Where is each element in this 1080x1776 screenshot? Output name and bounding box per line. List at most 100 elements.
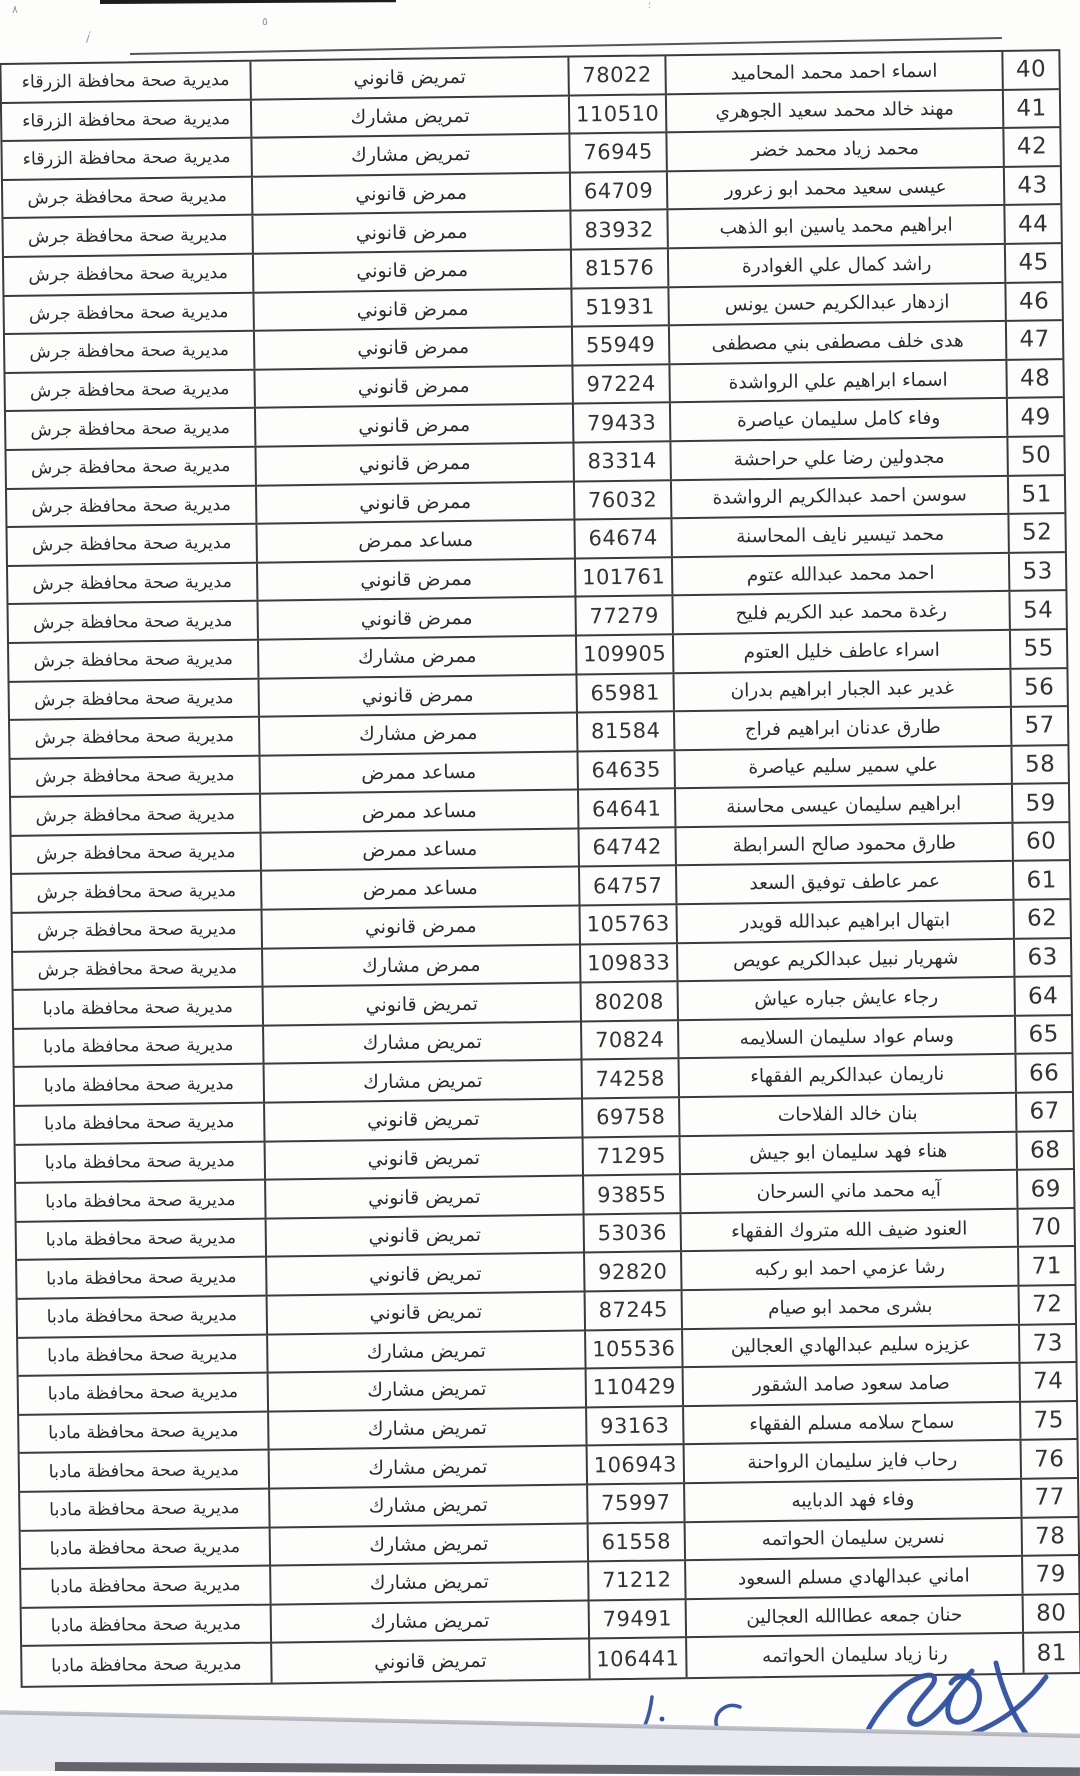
job-title-cell: ممرض قانوني [254,482,574,523]
employee-name-cell: هدى خلف مصطفى بني مصطفى [667,322,1006,364]
directorate-cell: مديرية صحة محافظة مادبا [47,1382,239,1405]
employee-name-cell: عزيزه سليم عبدالهادي العجالين [681,1325,1019,1367]
row-number-cell: 77 [1020,1478,1078,1517]
directorate-cell: مديرية صحة محافظة جرش [37,957,238,981]
employee-id-cell: 97224 [571,365,669,403]
employee-id-cell: 53036 [582,1214,681,1252]
row-number-cell: 52 [1007,514,1065,552]
row-number-cell: 76 [1019,1440,1078,1478]
directorate-cell: مديرية صحة محافظة جرش [31,494,232,518]
employee-id-cell: 64709 [568,172,667,210]
row-number-cell: 79 [1021,1556,1079,1594]
employee-id-cell: 75997 [586,1484,684,1523]
job-title-cell: تمريض قانوني [264,1215,584,1257]
row-number-cell: 55 [1008,630,1067,668]
row-number-cell: 60 [1011,822,1069,861]
directorate-cell: مديرية صحة محافظة مادبا [42,996,234,1020]
row-number-cell: 72 [1017,1286,1075,1324]
employee-name-cell: رشا عزمي احمد ابو ركبه [680,1248,1018,1290]
directorate-cell: مديرية صحة محافظة مادبا [47,1343,238,1367]
row-number-cell: 73 [1018,1324,1076,1362]
row-number-cell: 49 [1005,398,1064,436]
row-number-cell: 53 [1007,552,1066,591]
employee-id-cell: 110429 [584,1368,683,1407]
row-number-cell: 50 [1006,437,1064,475]
employee-id-cell: 78022 [567,56,665,95]
row-number-cell: 67 [1014,1093,1073,1131]
directorate-cell: مديرية صحة محافظة جرش [32,572,233,595]
job-title-cell: تمريض مشارك [266,1369,586,1411]
employee-name-cell: عيسى سعيد محمد ابو زعرور [665,167,1004,209]
job-title-cell: تمريض مشارك [267,1408,586,1449]
job-title-cell: ممرض قانوني [253,366,572,408]
employee-id-cell: 61558 [586,1522,685,1561]
directorate-cell: مديرية صحة محافظة جرش [28,301,229,325]
directorate-cell: مديرية صحة محافظة الزرقاء [22,108,231,132]
employee-id-cell: 79433 [571,403,670,442]
employee-id-cell: 64674 [573,519,671,558]
directorate-cell: مديرية صحة محافظة الزرقاء [21,70,230,94]
row-number-cell: 46 [1004,282,1062,321]
row-number-cell: 51 [1006,475,1065,513]
employee-id-cell: 76945 [568,133,666,172]
job-title-cell: ممرض مشارك [258,713,577,755]
directorate-cell: مديرية صحة محافظة مادبا [44,1150,236,1174]
employee-name-cell: طارق عدنان ابراهيم فراج [672,707,1011,749]
employee-name-cell: العنود ضيف الله متروك الفقهاء [679,1209,1017,1251]
employee-name-cell: وسام عواد سليمان السلايمه [677,1016,1015,1058]
employee-name-cell: حنان جمعه عطاالله العجالين [684,1595,1023,1637]
employee-id-cell: 83314 [572,442,670,481]
row-number-cell: 81 [1022,1633,1080,1673]
employee-id-cell: 81576 [569,249,668,288]
employee-id-cell: 70824 [580,1021,678,1059]
employee-id-cell: 110510 [567,94,666,133]
directorate-cell: مديرية صحة محافظة مادبا [51,1653,242,1677]
job-title-cell: مساعد ممرض [259,790,578,832]
employee-id-cell: 64742 [577,828,675,866]
row-number-cell: 70 [1016,1208,1074,1247]
employee-id-cell: 64757 [577,866,676,905]
pencil-speck: ٥ [262,15,268,28]
row-number-cell: 43 [1002,166,1061,205]
directorate-cell: مديرية صحة محافظة جرش [34,764,235,788]
employee-id-cell: 64641 [576,789,675,828]
directorate-cell: مديرية صحة محافظة جرش [35,842,236,865]
employee-table: 40 اسماء احمد محمد المحاميد 78022 تمريض … [0,49,1080,1688]
row-number-cell: 56 [1009,668,1067,706]
job-title-cell: ممرض قانوني [254,443,573,485]
employee-name-cell: احمد محمد عبدالله عتوم [670,553,1009,595]
job-title-cell: تمريض مشارك [269,1601,589,1642]
directorate-cell: مديرية صحة محافظة جرش [29,379,230,402]
employee-id-cell: 105536 [584,1329,682,1368]
job-title-cell: ممرض قانوني [257,675,576,716]
row-number-cell: 47 [1004,321,1063,359]
employee-id-cell: 106441 [588,1638,686,1679]
employee-name-cell: وفاء كامل سليمان عياصرة [668,399,1007,441]
employee-name-cell: بشرى محمد ابو صيام [680,1286,1018,1328]
employee-id-cell: 51931 [570,287,668,326]
directorate-cell: مديرية صحة محافظة جرش [27,186,228,209]
job-title-cell: تمريض مشارك [267,1446,587,1488]
row-number-cell: 69 [1016,1170,1074,1208]
employee-id-cell: 93855 [582,1175,680,1214]
job-title-cell: مساعد ممرض [260,867,579,909]
employee-name-cell: غدير عبد الجبار ابراهيم بدران [672,669,1010,711]
employee-id-cell: 71295 [581,1136,680,1175]
employee-name-cell: وفاء فهد الدبايبه [683,1479,1021,1521]
job-title-cell: تمريض مشارك [269,1562,588,1604]
employee-name-cell: بنان خالد الفلاحات [678,1093,1016,1135]
row-number-cell: 74 [1018,1363,1077,1401]
employee-name-cell: ابتهال ابراهيم عبدالله قويدر [675,900,1013,942]
employee-name-cell: رغدة محمد عبد الكريم فليح [671,592,1009,634]
employee-id-cell: 76032 [572,480,671,519]
employee-id-cell: 106943 [585,1445,684,1484]
job-title-cell: تمريض مشارك [250,134,569,176]
job-title-cell: تمريض قانوني [265,1292,585,1334]
employee-id-cell: 77279 [574,596,672,635]
employee-id-cell: 79491 [587,1599,686,1638]
job-title-cell: مساعد ممرض [259,829,578,871]
job-title-cell: ممرض قانوني [250,173,570,215]
job-title-cell: تمريض مشارك [268,1485,587,1527]
employee-name-cell: ابراهيم سليمان عيسى محاسنة [673,785,1012,827]
